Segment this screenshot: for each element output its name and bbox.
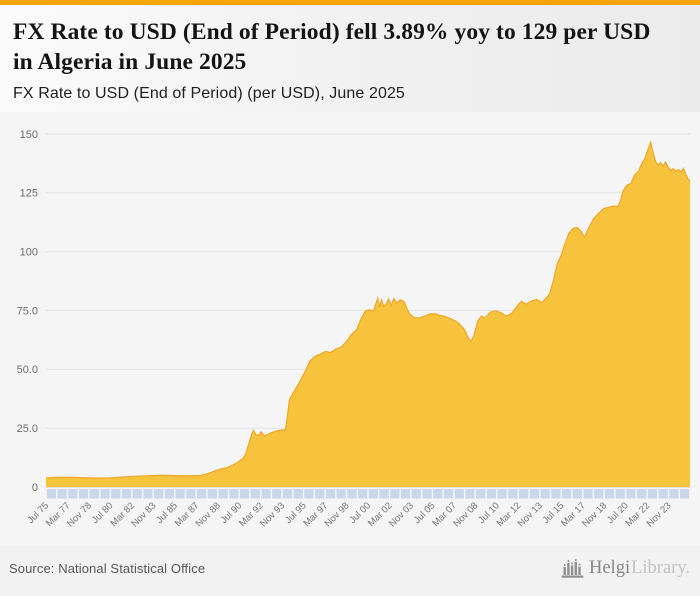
x-axis-label: Nov 18 bbox=[580, 500, 609, 529]
x-axis-label: Nov 23 bbox=[645, 500, 674, 529]
top-accent-bar bbox=[0, 0, 700, 5]
chart-area: 150 125 100 75.0 50.0 25.0 0 Jul 75 Mar 77 Nov 78… bbox=[0, 112, 700, 545]
footer: Source: National Statistical Office Helg… bbox=[0, 545, 700, 596]
x-axis-label: Nov 83 bbox=[129, 500, 158, 529]
x-axis-label: Nov 13 bbox=[516, 500, 545, 529]
x-axis-label: Nov 93 bbox=[258, 500, 287, 529]
x-axis-label: Nov 08 bbox=[451, 500, 480, 529]
y-axis-label: 25.0 bbox=[17, 423, 38, 435]
x-axis-label: Nov 78 bbox=[65, 500, 94, 529]
x-axis-label: Nov 98 bbox=[323, 500, 352, 529]
brand-name-secondary: Library. bbox=[631, 558, 690, 578]
y-axis-label: 100 bbox=[20, 247, 38, 259]
helgi-library-logo[interactable]: Helgi Library. bbox=[561, 558, 690, 579]
y-axis-label: 75.0 bbox=[17, 305, 38, 317]
x-axis-label: Nov 88 bbox=[194, 500, 223, 529]
area-series bbox=[46, 142, 690, 487]
chart-header: FX Rate to USD (End of Period) fell 3.89… bbox=[0, 5, 700, 112]
brand-name-primary: Helgi bbox=[588, 558, 631, 578]
page-title: FX Rate to USD (End of Period) fell 3.89… bbox=[13, 19, 651, 75]
y-axis-label: 125 bbox=[20, 188, 38, 200]
bar-chart-logo-icon bbox=[561, 559, 584, 578]
source-text: Source: National Statistical Office bbox=[9, 561, 206, 576]
y-axis-label: 50.0 bbox=[17, 364, 38, 376]
y-axis-label: 150 bbox=[20, 129, 38, 141]
area-series-line bbox=[45, 139, 691, 479]
x-axis-label: Nov 03 bbox=[387, 500, 416, 529]
page-subtitle: FX Rate to USD (End of Period) (per USD)… bbox=[13, 84, 405, 102]
y-axis-label: 0 bbox=[32, 482, 38, 494]
